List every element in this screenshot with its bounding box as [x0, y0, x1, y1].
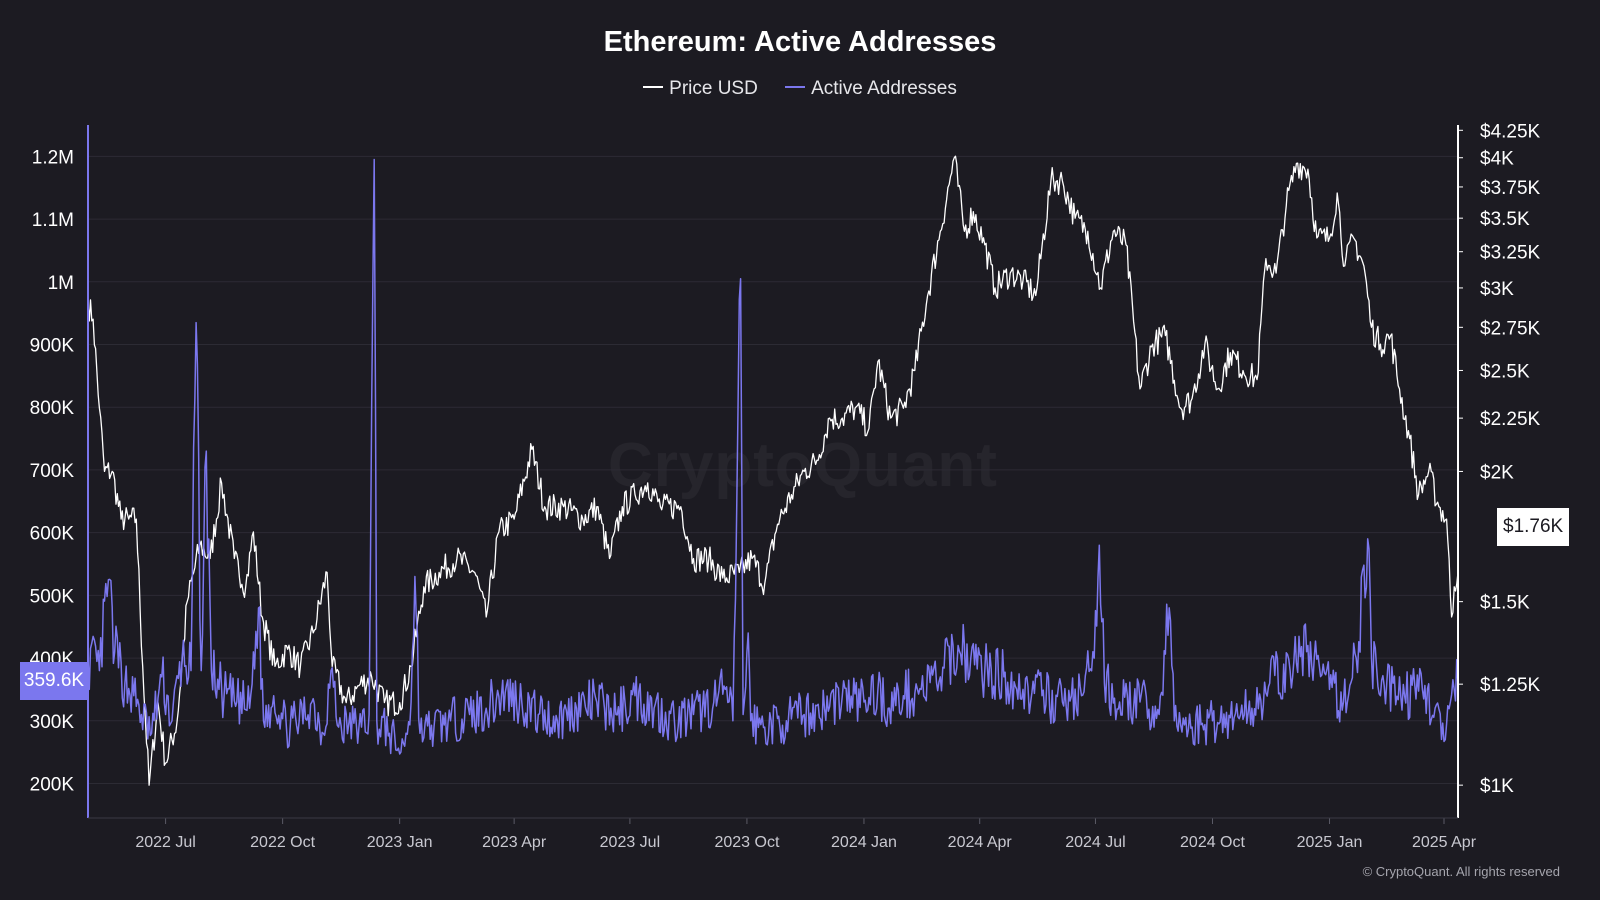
gridlines [88, 155, 1458, 785]
y-right-tick-label: $2.5K [1480, 361, 1530, 382]
x-tick-label: 2023 Jan [367, 834, 433, 851]
y-right-tick-label: $3.5K [1480, 209, 1530, 230]
x-tick-label: 2024 Jul [1065, 834, 1126, 851]
legend: Price USD Active Addresses [0, 78, 1600, 100]
chart-title: Ethereum: Active Addresses [603, 26, 997, 58]
legend-label-price: Price USD [669, 78, 758, 99]
x-tick-label: 2025 Apr [1412, 834, 1477, 851]
x-tick-label: 2023 Oct [714, 834, 779, 851]
y-left-tick-label: 1M [48, 273, 74, 294]
axes [87, 125, 1463, 824]
y-left-tick-label: 800K [30, 398, 75, 419]
y-left-tick-label: 1.2M [32, 147, 74, 168]
y-right-tick-label: $1K [1480, 776, 1514, 797]
y-right-tick-label: $1.5K [1480, 593, 1530, 614]
legend-label-active-addresses: Active Addresses [811, 78, 957, 99]
x-tick-label: 2022 Oct [250, 834, 315, 851]
tick-labels: 1.2M1.1M1M900K800K700K600K500K400K300K20… [30, 121, 1541, 851]
legend-item-active-addresses[interactable]: Active Addresses [785, 78, 957, 100]
price-current-badge: $1.76K [1497, 508, 1570, 546]
x-tick-label: 2024 Apr [948, 834, 1013, 851]
y-right-tick-label: $4K [1480, 149, 1514, 170]
y-left-tick-label: 500K [30, 586, 75, 607]
legend-swatch-price [643, 85, 664, 88]
y-left-tick-label: 300K [30, 712, 75, 733]
y-right-tick-label: $4.25K [1480, 121, 1541, 142]
x-tick-label: 2024 Oct [1180, 834, 1245, 851]
legend-item-price[interactable]: Price USD [643, 78, 758, 100]
y-right-tick-label: $3K [1480, 279, 1514, 300]
copyright-text: © CryptoQuant. All rights reserved [1362, 864, 1560, 879]
x-tick-label: 2022 Jul [135, 834, 196, 851]
y-right-tick-label: $1.25K [1480, 675, 1541, 696]
y-right-tick-label: $2.75K [1480, 318, 1541, 339]
legend-swatch-active-addresses [785, 85, 806, 88]
x-tick-label: 2023 Apr [482, 834, 547, 851]
y-left-tick-label: 900K [30, 336, 75, 357]
series-layer [87, 155, 1459, 786]
x-tick-label: 2023 Jul [600, 834, 661, 851]
active-addresses-current-badge: 359.6K [20, 662, 88, 700]
x-tick-label: 2024 Jan [831, 834, 897, 851]
y-right-tick-label: $2.25K [1480, 409, 1541, 430]
y-right-tick-label: $3.75K [1480, 178, 1541, 199]
y-left-tick-label: 1.1M [32, 210, 74, 231]
y-left-tick-label: 700K [30, 461, 75, 482]
y-right-tick-label: $2K [1480, 462, 1514, 483]
x-tick-label: 2025 Jan [1297, 834, 1363, 851]
watermark: CryptoQuant [608, 430, 998, 501]
y-left-tick-label: 200K [30, 775, 75, 796]
series-line-price-usd [87, 155, 1459, 786]
y-right-tick-label: $3.25K [1480, 243, 1541, 264]
y-left-tick-label: 600K [30, 524, 75, 545]
series-line-active-addresses [87, 158, 1459, 755]
